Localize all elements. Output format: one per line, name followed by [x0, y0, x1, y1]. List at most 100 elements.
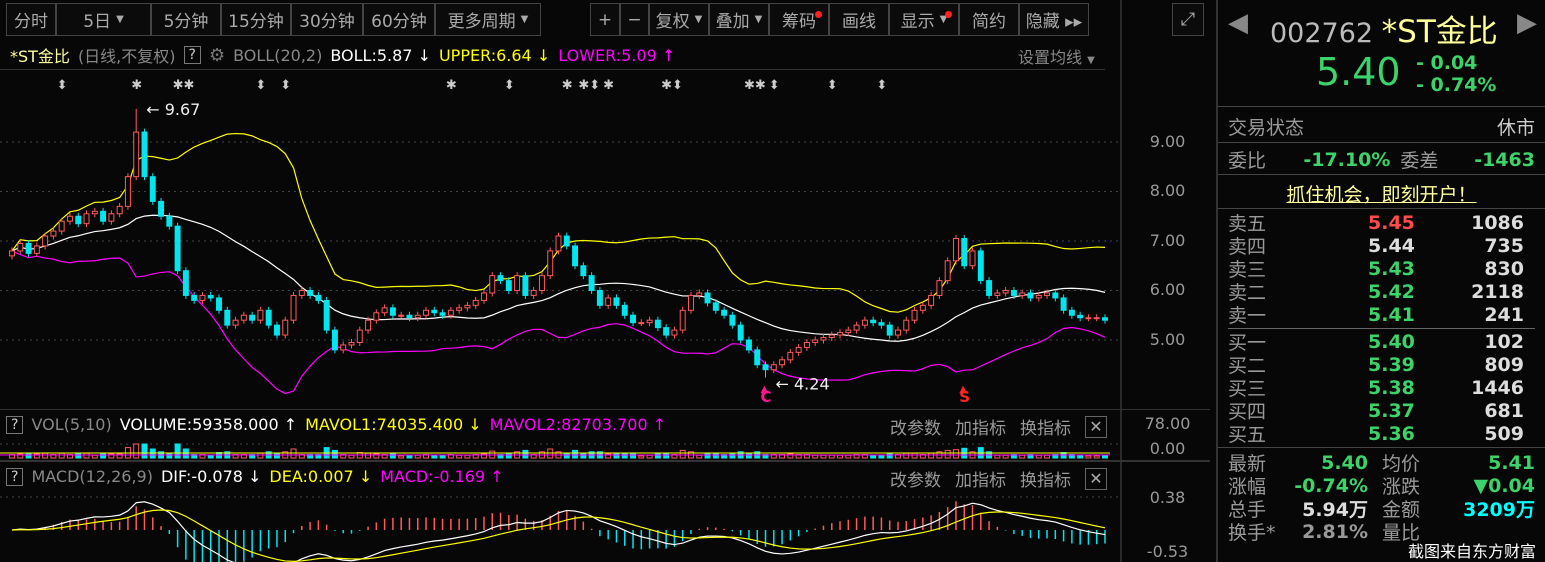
candle[interactable]	[1019, 292, 1026, 296]
candle[interactable]	[414, 314, 421, 319]
candle[interactable]	[795, 346, 802, 353]
candle[interactable]	[853, 324, 860, 331]
event-marker-icon[interactable]: ✱	[131, 78, 142, 93]
candle[interactable]	[555, 235, 562, 252]
candle[interactable]	[423, 309, 429, 316]
tool-button[interactable]: 简约	[959, 3, 1019, 36]
close-icon[interactable]: ✕	[1085, 467, 1107, 490]
candle[interactable]	[472, 299, 479, 306]
change-params-button[interactable]: 改参数	[890, 471, 941, 491]
candle[interactable]	[365, 319, 372, 331]
period-button[interactable]: 15分钟	[221, 3, 291, 36]
candle[interactable]	[572, 245, 579, 267]
event-marker-icon[interactable]: ✱✱	[173, 78, 195, 93]
candle[interactable]	[886, 324, 893, 336]
event-marker-icon[interactable]: ✱⬍	[578, 78, 600, 93]
candle[interactable]	[1010, 290, 1017, 296]
candle[interactable]	[58, 220, 65, 232]
candle[interactable]	[663, 327, 670, 336]
candle[interactable]	[66, 215, 73, 222]
candle[interactable]	[538, 275, 545, 291]
candle[interactable]	[837, 332, 844, 336]
event-marker-icon[interactable]: ⬍	[827, 78, 838, 93]
candle[interactable]	[9, 250, 15, 257]
tool-button[interactable]: 隐藏 ▸▸	[1019, 3, 1089, 36]
candle[interactable]	[596, 290, 603, 306]
candle[interactable]	[936, 280, 943, 296]
switch-indicator-button[interactable]: 换指标	[1020, 471, 1071, 491]
candle[interactable]	[158, 200, 165, 217]
candle[interactable]	[1077, 314, 1084, 319]
candle[interactable]	[737, 324, 744, 341]
candle[interactable]	[878, 322, 885, 326]
candle[interactable]	[191, 294, 198, 301]
candle[interactable]	[903, 319, 910, 331]
candle[interactable]	[166, 215, 173, 227]
help-button[interactable]: ?	[6, 415, 24, 434]
help-button[interactable]: ?	[183, 46, 201, 64]
event-marker-icon[interactable]: ⬍	[57, 78, 68, 93]
candle[interactable]	[812, 339, 819, 343]
candle[interactable]	[232, 319, 239, 326]
candle[interactable]	[257, 309, 264, 321]
candle[interactable]	[969, 250, 976, 267]
candle[interactable]	[861, 319, 868, 326]
candle[interactable]	[977, 250, 984, 282]
candle[interactable]	[580, 265, 587, 277]
candle[interactable]	[762, 364, 769, 371]
indicator-name[interactable]: BOLL(20,2)	[233, 45, 323, 65]
candle[interactable]	[1002, 290, 1009, 294]
indicator-name[interactable]: VOL(5,10)	[31, 415, 112, 434]
candle[interactable]	[1027, 292, 1034, 299]
tool-button[interactable]: +	[590, 3, 620, 36]
indicator-name[interactable]: MACD(12,26,9)	[31, 467, 153, 486]
candle[interactable]	[613, 297, 620, 306]
candle[interactable]	[630, 314, 637, 324]
event-marker-icon[interactable]: ⬍	[504, 78, 515, 93]
candle[interactable]	[207, 294, 214, 299]
prev-stock-arrow-icon[interactable]: ◀	[1228, 8, 1248, 38]
candle[interactable]	[439, 312, 446, 316]
event-marker-icon[interactable]: ⬍	[280, 78, 291, 93]
candle[interactable]	[174, 225, 181, 272]
candle[interactable]	[116, 205, 123, 215]
candle[interactable]	[340, 344, 347, 351]
candle[interactable]	[1052, 292, 1059, 299]
tool-button[interactable]: 叠加 ▼	[709, 3, 769, 36]
candle[interactable]	[895, 329, 901, 336]
candle[interactable]	[17, 242, 24, 252]
candle[interactable]	[787, 351, 794, 361]
candle[interactable]	[944, 260, 951, 282]
candle[interactable]	[745, 339, 752, 351]
candle[interactable]	[754, 349, 761, 366]
candle[interactable]	[50, 230, 57, 237]
open-account-link[interactable]: 抓住机会，即刻开户！	[1286, 184, 1477, 206]
candle[interactable]	[704, 292, 711, 304]
candle[interactable]	[182, 270, 189, 296]
candle[interactable]	[489, 275, 496, 294]
period-button[interactable]: 5日 ▼	[56, 3, 151, 36]
change-params-button[interactable]: 改参数	[890, 419, 941, 439]
add-indicator-button[interactable]: 加指标	[955, 419, 1006, 439]
candle[interactable]	[803, 341, 810, 348]
add-indicator-button[interactable]: 加指标	[955, 471, 1006, 491]
candle[interactable]	[273, 324, 280, 336]
candle[interactable]	[456, 307, 463, 311]
candle[interactable]	[530, 290, 537, 296]
candle[interactable]	[315, 294, 322, 301]
candle[interactable]	[654, 319, 661, 329]
candle[interactable]	[729, 314, 736, 326]
candle[interactable]	[199, 294, 206, 301]
event-marker-icon[interactable]: ✱	[603, 78, 614, 93]
candle[interactable]	[679, 309, 686, 331]
tool-button[interactable]: −	[620, 3, 649, 36]
next-stock-arrow-icon[interactable]: ▶	[1517, 8, 1537, 38]
candle[interactable]	[1060, 297, 1067, 311]
candle[interactable]	[373, 312, 380, 321]
candle[interactable]	[646, 319, 653, 324]
candle[interactable]	[505, 280, 512, 292]
candle[interactable]	[133, 131, 140, 178]
candle[interactable]	[108, 213, 115, 222]
event-marker-icon[interactable]: ✱⬍	[661, 78, 683, 93]
candle[interactable]	[1093, 317, 1100, 320]
